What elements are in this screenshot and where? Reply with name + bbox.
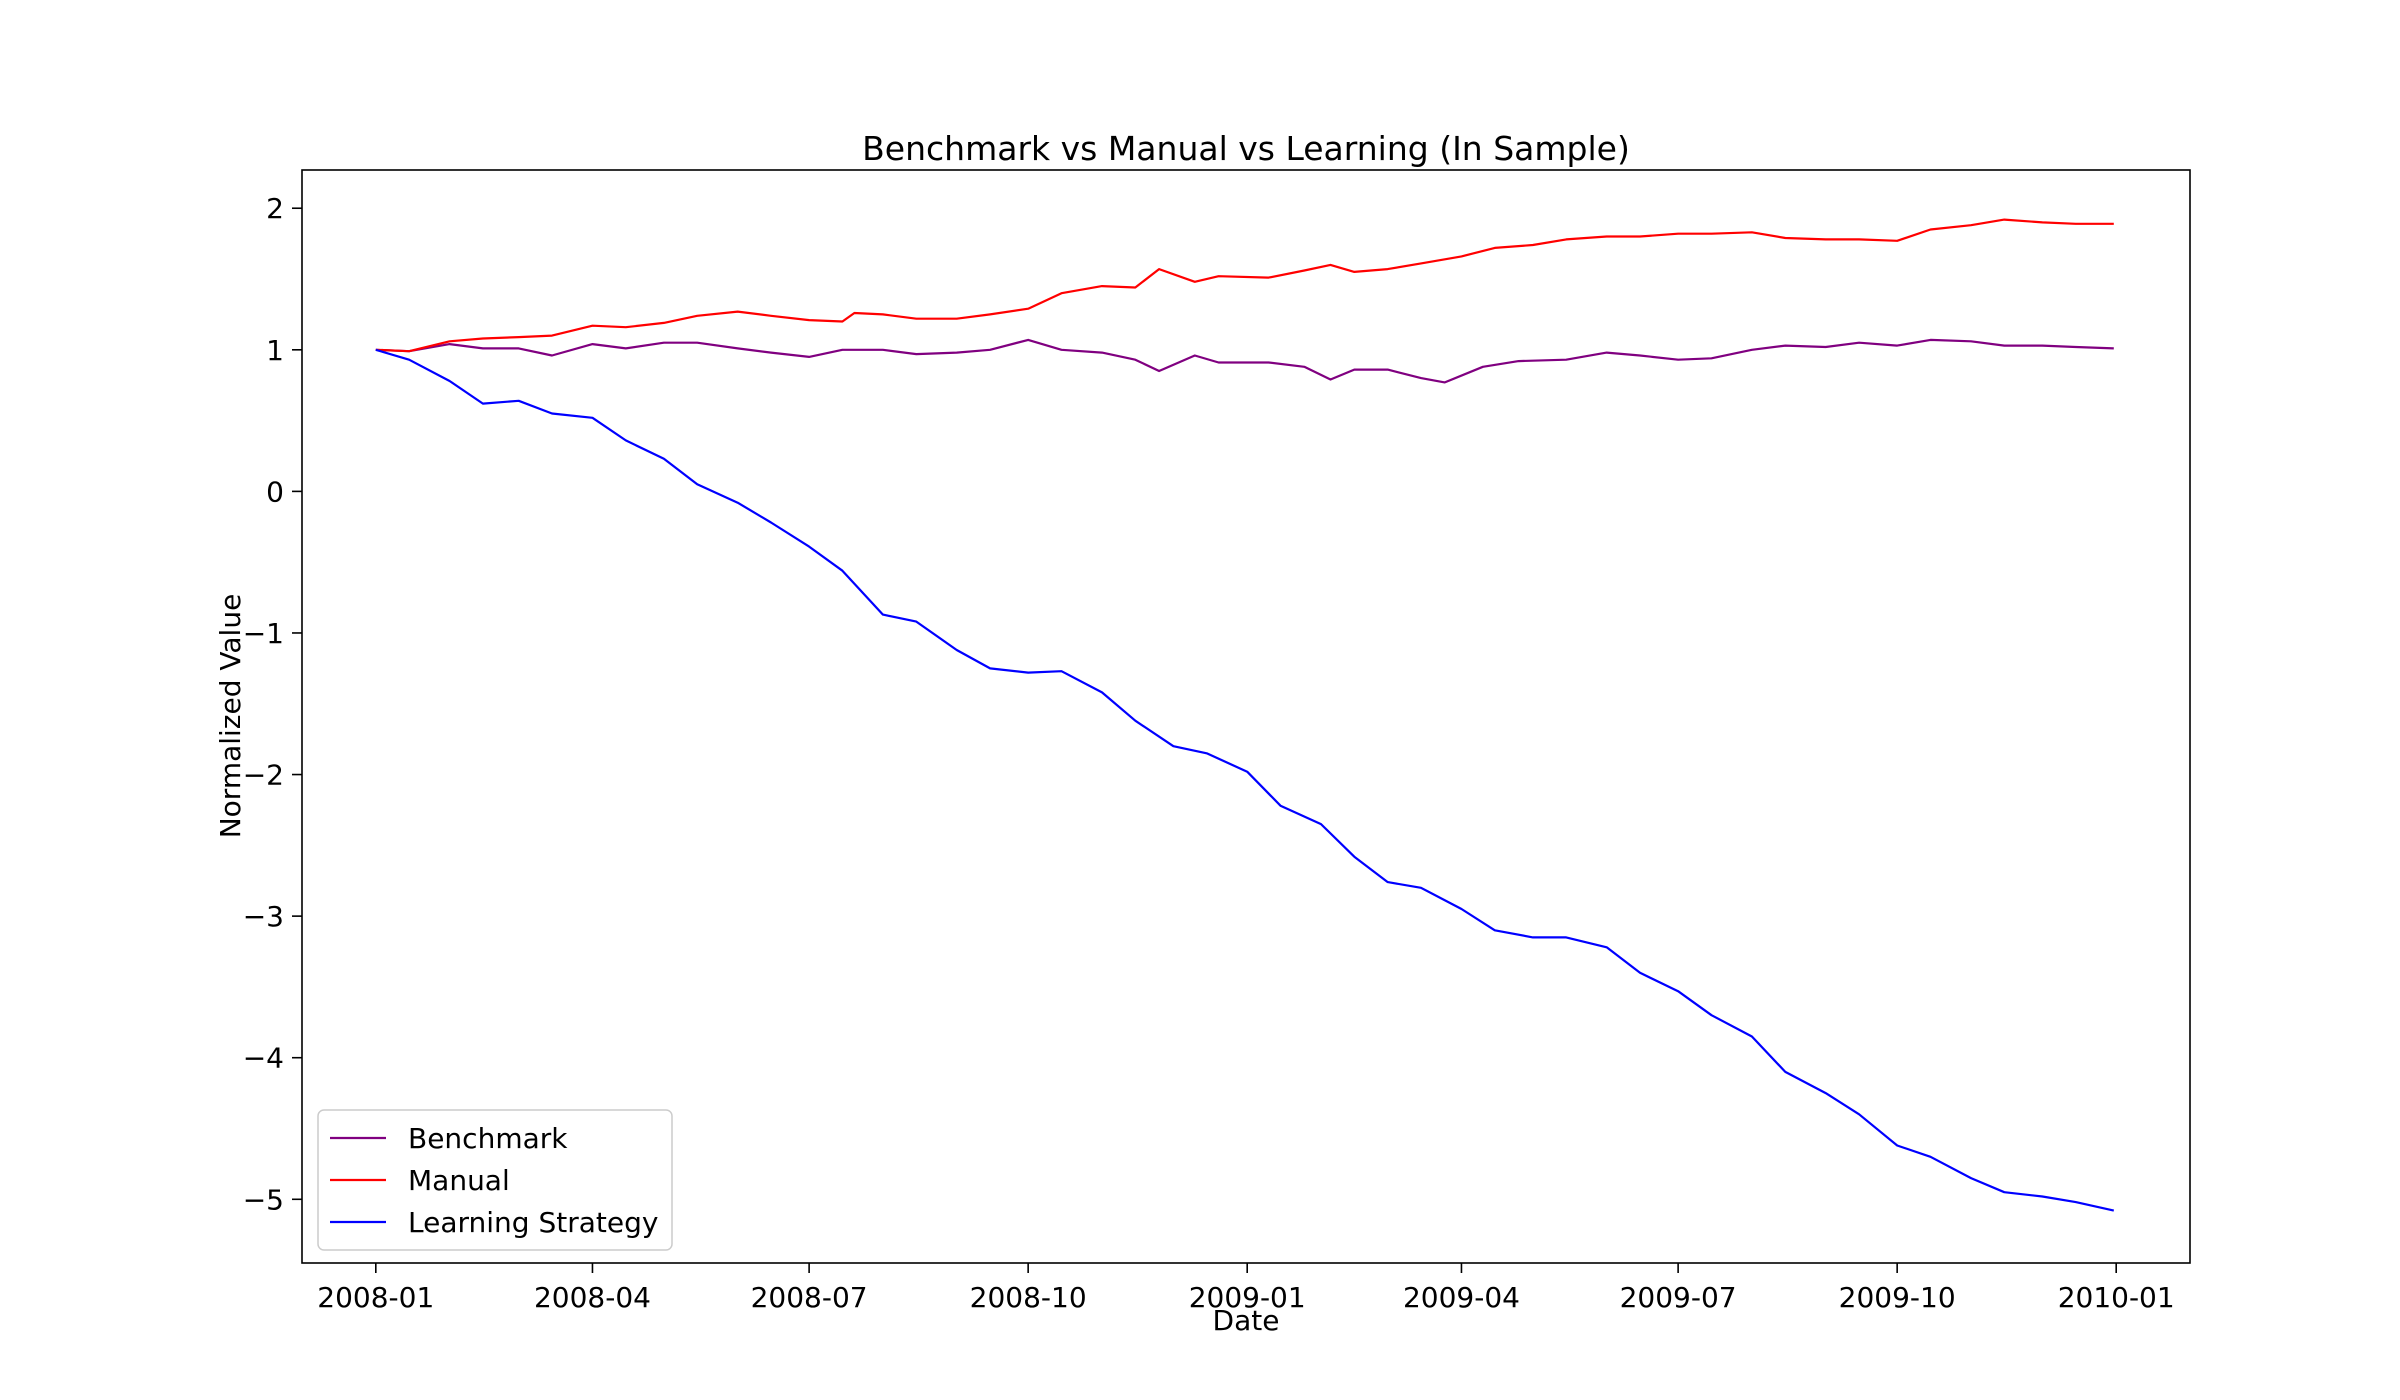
legend-frame	[317, 1109, 673, 1251]
series-line-1	[375, 218, 2114, 353]
series-line-2	[375, 348, 2115, 1212]
y-tick-label: 1	[266, 334, 284, 367]
x-tick-label: 2009-07	[1620, 1281, 1737, 1314]
legend-label: Manual	[408, 1164, 510, 1197]
legend-label: Learning Strategy	[408, 1206, 658, 1239]
x-tick-label: 2009-01	[1189, 1281, 1306, 1314]
plot-frame	[301, 169, 2191, 1264]
x-tick-label: 2008-07	[751, 1281, 868, 1314]
x-axis-label: Date	[1213, 1304, 1280, 1337]
y-tick-label: −4	[243, 1042, 284, 1075]
x-tick-label: 2009-04	[1403, 1281, 1520, 1314]
x-axis-ticks: 2008-01 2008-04 2008-07 2008-10 2009-01 2009-…	[317, 1263, 2175, 1314]
series-line-0	[375, 338, 2114, 384]
y-axis-ticks: 2 1 0 −1 −2 −3 −4 −5	[243, 192, 302, 1216]
legend-label: Benchmark	[408, 1122, 568, 1155]
y-tick-label: 0	[266, 475, 284, 508]
y-tick-label: −3	[243, 900, 284, 933]
series-layer	[375, 218, 2115, 1212]
y-tick-label: 2	[266, 192, 284, 225]
y-tick-label: −2	[243, 759, 284, 792]
x-tick-label: 2010-01	[2058, 1281, 2175, 1314]
legend: Benchmark Manual Learning Strategy	[317, 1109, 673, 1251]
chart-title: Benchmark vs Manual vs Learning (In Samp…	[862, 129, 1630, 168]
y-tick-label: −1	[243, 617, 284, 650]
x-tick-label: 2009-10	[1839, 1281, 1956, 1314]
x-tick-label: 2008-01	[317, 1281, 434, 1314]
y-tick-label: −5	[243, 1183, 284, 1216]
x-tick-label: 2008-10	[970, 1281, 1087, 1314]
x-tick-label: 2008-04	[534, 1281, 651, 1314]
y-axis-label: Normalized Value	[214, 594, 247, 839]
